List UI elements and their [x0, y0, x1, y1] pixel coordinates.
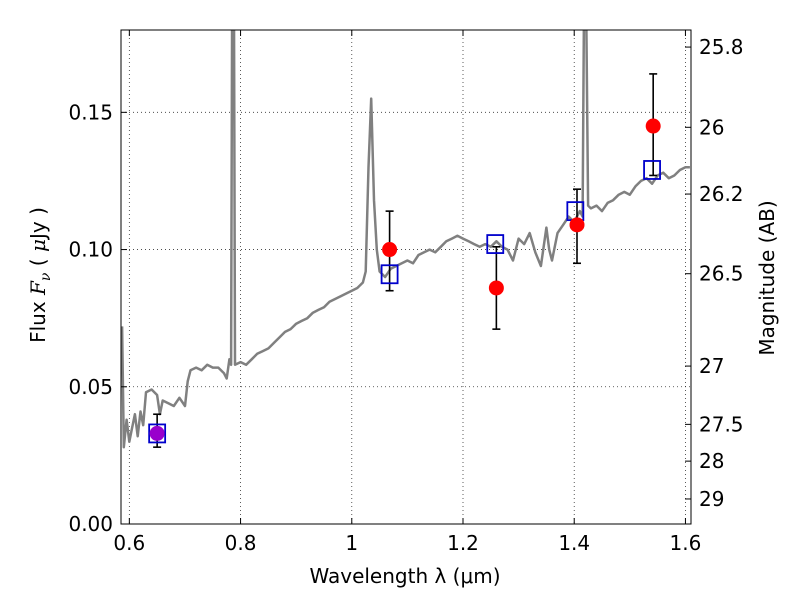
x-tick-label: 1.4: [558, 531, 590, 555]
y-axis-label-subscript: ν: [38, 272, 54, 281]
right-y-tick-label: 26.2: [699, 182, 744, 206]
x-tick-label: 1.2: [447, 531, 479, 555]
right-y-tick-label: 26: [699, 115, 724, 139]
right-y-tick-label: 26.5: [699, 262, 744, 286]
observed-point: [645, 118, 661, 134]
y-tick-label: 0.10: [68, 238, 113, 262]
x-tick-label: 0.6: [113, 531, 145, 555]
y-tick-label: 0.05: [68, 375, 113, 399]
tick-layer: 0.6 0.8 1 1.2 1.4 1.6 0.00 0.05 0.10 0.15 25.8 26 26…: [68, 30, 744, 555]
right-y-tick-label: 27: [699, 354, 724, 378]
right-y-tick-label: 25.8: [699, 35, 744, 59]
y-axis-label-symbol: F: [26, 280, 50, 296]
right-y-tick-label: 28: [699, 449, 724, 473]
x-axis-label: Wavelength λ (μm): [309, 564, 500, 588]
model-point: [486, 234, 505, 254]
plot-frame: [120, 29, 692, 525]
right-y-tick-label: 29: [699, 487, 724, 511]
observed-point: [488, 280, 504, 296]
right-axis-label: Magnitude (AB): [755, 200, 779, 355]
spectrum-layer: [121, 30, 690, 449]
model-point: [380, 264, 399, 285]
observed-point: [149, 425, 165, 441]
y-axis-label-open: (: [26, 252, 50, 273]
model-point: [643, 160, 661, 180]
observed-point: [382, 242, 398, 258]
model-point: [148, 423, 167, 444]
y-tick-label: 0.15: [68, 100, 113, 124]
x-tick-label: 0.8: [225, 531, 257, 555]
spectrum-line: [121, 30, 690, 449]
x-tick-label: 1: [345, 531, 358, 555]
y-axis-label-unit: Jy ): [26, 207, 50, 241]
observed-point: [569, 217, 585, 233]
x-tick-label: 1.6: [670, 531, 702, 555]
y-axis-label-prefix: Flux: [26, 295, 50, 343]
y-tick-label: 0.00: [68, 512, 113, 536]
marker-layer: [148, 118, 661, 444]
grid-layer: [121, 30, 691, 524]
y-axis-label-mu: μ: [26, 239, 50, 252]
y-axis-label: Flux Fν ( μJy ): [26, 207, 54, 343]
right-y-tick-label: 27.5: [699, 412, 744, 436]
